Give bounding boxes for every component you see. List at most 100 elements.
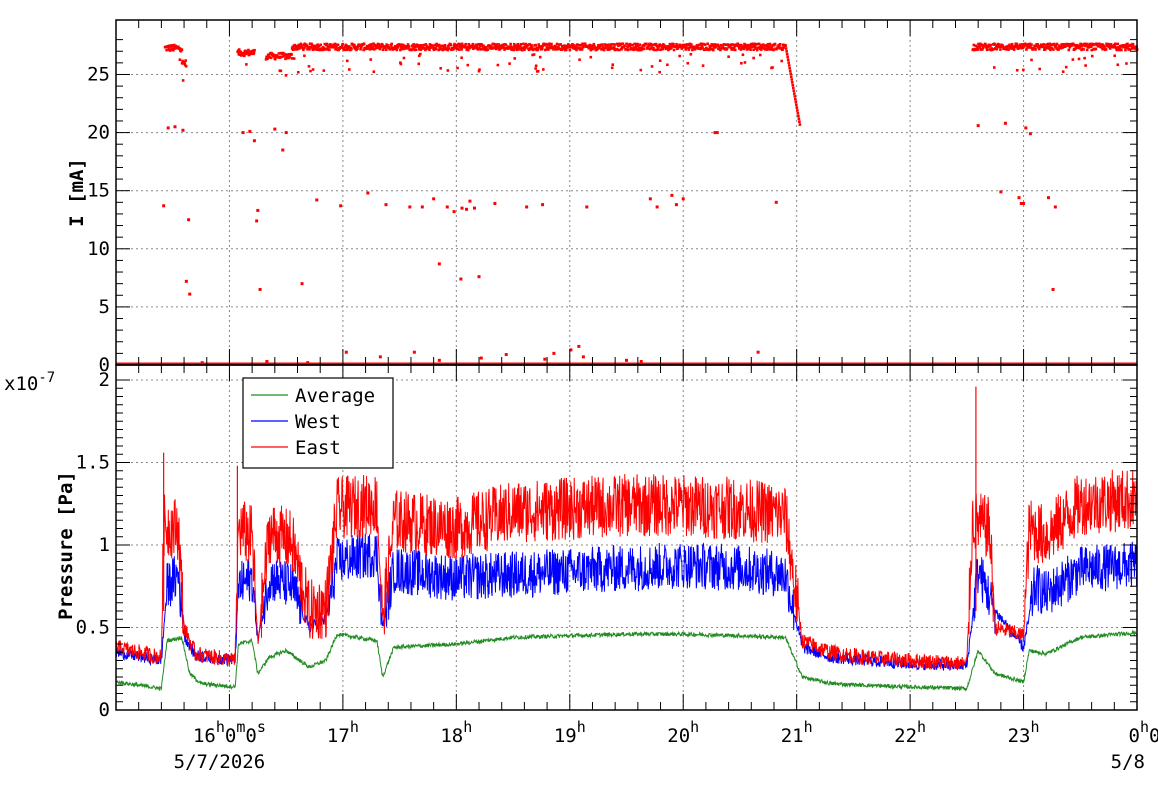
current-point (1134, 47, 1137, 51)
current-outlier-point (166, 126, 170, 130)
current-point (502, 45, 505, 49)
current-point (526, 43, 530, 47)
current-point (740, 61, 743, 65)
pressure-plot-frame (115, 364, 1138, 711)
current-point (608, 48, 611, 51)
current-point (437, 48, 440, 52)
current-point (319, 43, 323, 47)
current-point (316, 43, 319, 46)
x-tick-label-extra: 0 (1149, 725, 1158, 747)
current-point (1105, 42, 1108, 46)
current-point (282, 55, 285, 58)
current-point (648, 47, 652, 51)
current-point (1080, 44, 1084, 48)
current-point (768, 42, 772, 46)
current-point (475, 45, 479, 48)
current-point (534, 67, 537, 70)
current-point (465, 48, 469, 52)
current-point (1082, 48, 1085, 51)
current-point (530, 46, 534, 49)
current-point (509, 42, 512, 46)
current-point (418, 45, 422, 49)
current-point (557, 43, 561, 47)
current-point (1089, 43, 1093, 46)
current-point (418, 52, 422, 56)
x-tick-label-sup: h (1140, 718, 1149, 736)
current-point (399, 48, 402, 52)
current-point (581, 42, 584, 46)
current-point (249, 50, 252, 53)
current-point (509, 45, 513, 48)
current-point (770, 44, 773, 48)
current-point (423, 47, 427, 50)
current-point (250, 52, 253, 56)
current-point (1090, 48, 1094, 52)
x-tick-label: 21h (781, 718, 813, 747)
current-point (780, 59, 784, 63)
current-point (374, 46, 378, 50)
current-point (446, 47, 449, 50)
current-point (266, 53, 270, 57)
current-point (977, 44, 981, 48)
current-point (362, 48, 365, 52)
x-tick-label-sup: h (577, 718, 586, 736)
current-point (1126, 45, 1130, 48)
current-point (1107, 42, 1110, 46)
current-point (1098, 42, 1101, 46)
current-point (519, 42, 523, 46)
current-point (345, 47, 349, 51)
current-point (791, 86, 795, 90)
current-point (1015, 68, 1019, 72)
current-outlier-point (552, 351, 556, 355)
y-exponent-superscript: -7 (38, 370, 55, 386)
current-point (457, 48, 461, 51)
current-point (580, 48, 584, 51)
current-outlier-point (681, 197, 685, 201)
current-point (709, 44, 713, 48)
current-point (708, 44, 712, 48)
current-point (727, 55, 730, 59)
current-point (410, 48, 413, 52)
current-point (518, 48, 521, 51)
current-point (359, 47, 362, 51)
current-point (334, 47, 337, 51)
current-point (981, 47, 984, 51)
current-point (979, 48, 983, 51)
current-point (273, 57, 277, 61)
current-point (309, 69, 312, 73)
current-point (456, 66, 459, 70)
current-point (504, 43, 508, 47)
current-point (294, 48, 298, 51)
current-outlier-point (756, 350, 760, 354)
current-point (322, 69, 326, 72)
current-point (312, 46, 315, 49)
current-outlier-point (477, 275, 481, 279)
current-point (416, 44, 420, 47)
x-tick-label: 0h0m (1129, 718, 1158, 747)
current-point (777, 44, 781, 48)
current-point (608, 46, 612, 49)
current-point (396, 46, 400, 49)
current-point (388, 47, 392, 50)
current-point (508, 62, 511, 65)
current-point (1131, 43, 1135, 46)
current-point (1126, 42, 1129, 46)
current-point (1098, 43, 1102, 47)
current-point (301, 46, 305, 50)
current-point (593, 44, 596, 48)
current-point (238, 53, 242, 56)
current-point (755, 48, 759, 52)
current-point (743, 42, 746, 46)
current-point (568, 48, 572, 52)
current-point (301, 44, 304, 47)
current-point (547, 46, 551, 49)
current-point (753, 44, 757, 48)
current-point (699, 42, 703, 46)
current-point (1113, 42, 1117, 46)
current-outlier-point (162, 204, 166, 208)
x-tick-label: 23h (1008, 718, 1040, 747)
current-point (411, 47, 415, 51)
current-point (1054, 45, 1058, 48)
current-point (1119, 44, 1122, 48)
